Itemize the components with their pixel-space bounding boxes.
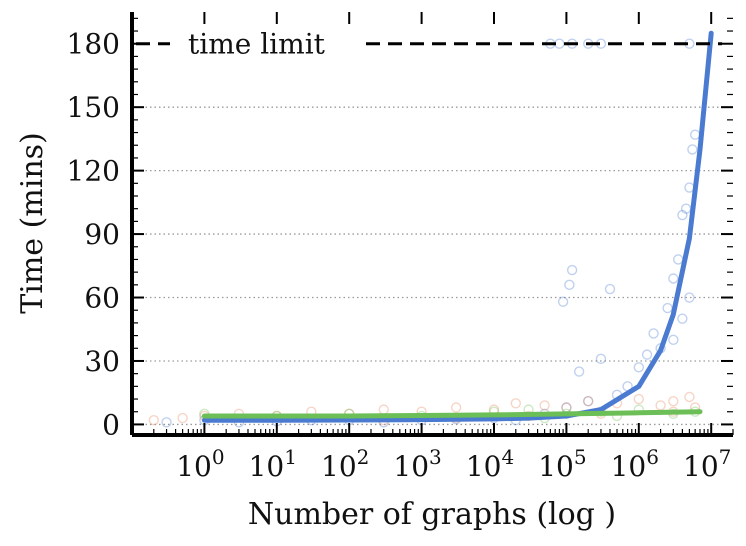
time-limit-line: time limit [136,28,722,61]
data-point [633,362,645,373]
data-point [672,254,684,265]
data-point [684,391,695,403]
data-point [557,296,569,307]
x-tick-label: 101 [249,445,297,483]
axes [130,12,733,437]
data-point [648,328,659,339]
data-point [677,313,688,324]
data-point [641,349,653,360]
data-point [450,402,462,413]
data-point [177,412,188,424]
scatter-points [148,38,701,428]
data-point [604,283,616,295]
data-point [677,209,688,221]
y-axis-ticks: 0 30 60 90 120 150 180 [67,17,733,441]
data-point [668,334,679,346]
fit-curves [201,30,714,423]
x-tick-label: 102 [321,445,369,483]
data-point [633,393,645,405]
data-point [161,417,172,428]
data-point [655,400,666,411]
data-point [566,264,578,276]
data-point [510,398,521,409]
y-tick-label: 60 [84,282,120,315]
data-point [573,366,585,377]
grid-lines [132,106,733,426]
fit-curve [201,409,703,419]
data-point [668,273,679,284]
data-point [554,38,565,49]
data-point [684,292,695,303]
x-tick-label: 107 [683,445,731,483]
data-point [662,302,673,314]
x-axis-label: Number of graphs (log ) [248,497,616,532]
x-tick-label: 103 [393,445,441,483]
y-tick-label: 120 [67,155,120,188]
y-tick-label: 0 [102,408,120,441]
y-tick-label: 90 [84,218,120,251]
y-tick-label: 30 [84,345,120,378]
data-point [689,129,701,140]
data-point [582,395,594,407]
data-point [148,414,159,426]
fit-curve [201,30,714,423]
data-point [539,400,550,411]
x-tick-label: 100 [176,445,224,483]
time-limit-label: time limit [188,28,326,61]
y-tick-label: 180 [67,28,120,61]
data-point [582,395,594,407]
data-point [378,404,389,415]
x-tick-label: 106 [611,445,659,483]
y-tick-label: 150 [67,91,120,124]
data-point [595,353,607,365]
x-tick-label: 104 [466,445,514,483]
x-axis-ticks: 100 101 102 103 104 105 106 107 [153,12,734,483]
data-point [668,395,679,407]
x-tick-label: 105 [538,445,586,483]
y-axis-label: Time (mins) [15,132,50,314]
data-point [687,144,698,155]
data-point [684,182,695,193]
data-point [564,279,575,291]
